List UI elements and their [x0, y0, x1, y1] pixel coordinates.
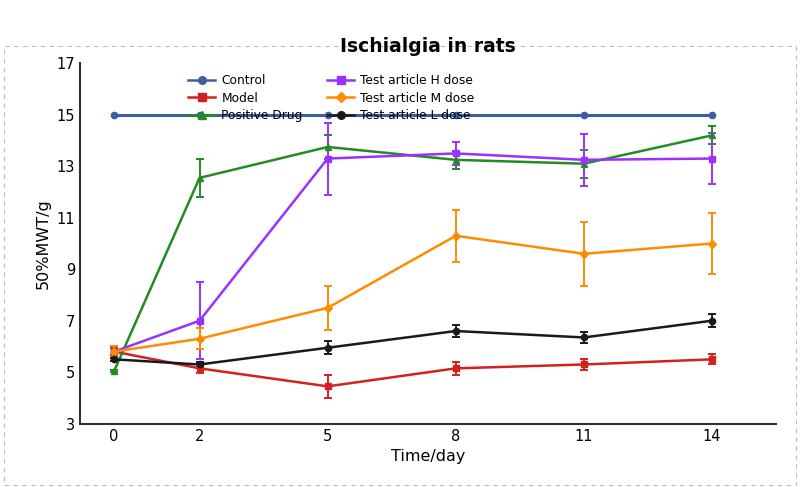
Title: Ischialgia in rats: Ischialgia in rats [340, 37, 516, 56]
Y-axis label: 50%MWT/g: 50%MWT/g [36, 198, 51, 289]
Legend: Control, Model, Positive Drug, Test article H dose, Test article M dose, Test ar: Control, Model, Positive Drug, Test arti… [183, 70, 479, 127]
Text: Medicilon Case: Sciatic nerve injury (SNI) model: Medicilon Case: Sciatic nerve injury (SN… [15, 15, 412, 30]
X-axis label: Time/day: Time/day [391, 449, 465, 464]
